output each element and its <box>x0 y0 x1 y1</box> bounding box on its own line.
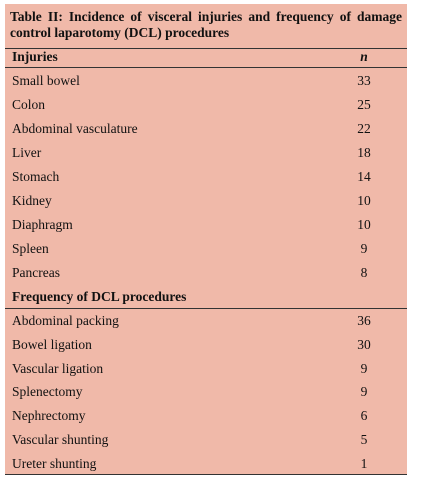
row-label: Stomach <box>12 169 60 184</box>
row-value: 1 <box>360 455 368 471</box>
row-label: Abdominal packing <box>12 313 119 328</box>
row-label: Abdominal vasculature <box>12 121 138 136</box>
row-label: Bowel ligation <box>12 336 92 352</box>
row-value: 5 <box>360 432 368 447</box>
header-cell: n <box>360 49 368 64</box>
row-label: Splenectomy <box>12 384 83 400</box>
row-value: 10 <box>357 193 371 208</box>
table-panel: Table II: Incidence of visceral injuries… <box>5 4 407 475</box>
row-value: 33 <box>357 73 371 88</box>
rule <box>5 308 407 309</box>
row-value: 9 <box>360 384 368 400</box>
row-value: 9 <box>360 241 368 256</box>
row-value: 22 <box>357 121 371 136</box>
row-value: 6 <box>360 408 368 424</box>
table-title: Table II: Incidence of visceral injuries… <box>10 9 402 40</box>
row-label: Vascular ligation <box>12 360 104 376</box>
row-label: Diaphragm <box>12 217 73 232</box>
row-label: Spleen <box>12 241 49 256</box>
row-value: 30 <box>357 336 371 352</box>
row-label: Ureter shunting <box>12 455 97 471</box>
section-heading: Frequency of DCL procedures <box>12 289 187 304</box>
row-label: Small bowel <box>12 73 80 88</box>
row-value: 8 <box>360 265 368 280</box>
row-label: Pancreas <box>12 265 60 280</box>
rule <box>5 67 407 68</box>
rule <box>5 48 407 49</box>
row-label: Nephrectomy <box>12 408 86 424</box>
row-value: 25 <box>357 97 371 112</box>
header-cell: Injuries <box>12 49 58 64</box>
row-value: 14 <box>357 169 371 184</box>
row-label: Liver <box>12 145 42 160</box>
row-value: 18 <box>357 145 371 160</box>
row-label: Vascular shunting <box>12 432 109 447</box>
rule <box>5 474 407 475</box>
row-label: Kidney <box>12 193 52 208</box>
row-value: 10 <box>357 217 371 232</box>
row-value: 9 <box>360 360 368 376</box>
row-value: 36 <box>357 313 371 328</box>
row-label: Colon <box>12 97 46 112</box>
